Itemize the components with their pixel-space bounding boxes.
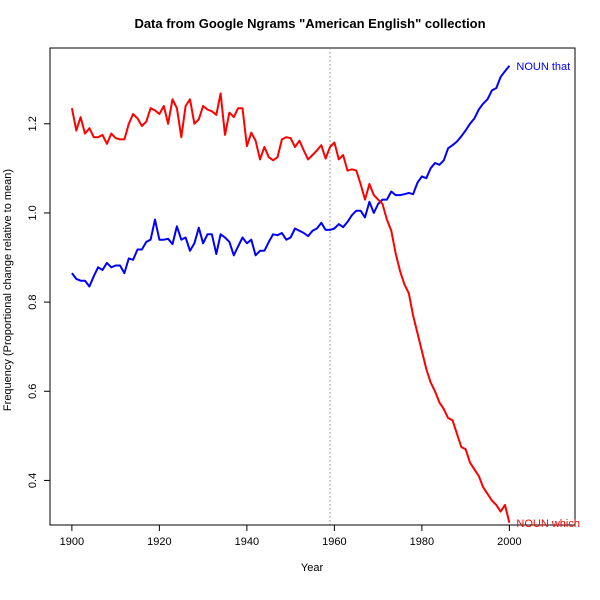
plot-frame (49, 47, 576, 526)
series-layer: NOUN that NOUN which (70, 61, 580, 530)
series-line-noun-which (70, 92, 511, 524)
x-axis-label: Year (301, 562, 324, 574)
x-tick-label: 1960 (322, 536, 346, 548)
x-tick-label: 1920 (147, 536, 171, 548)
y-tick-label: 0.6 (27, 384, 39, 399)
y-tick-label: 1.2 (27, 116, 39, 131)
y-tick-label: 1.0 (27, 205, 39, 220)
x-tick-label: 1940 (235, 536, 259, 548)
y-axis-label: Frequency (Proportional change relative … (2, 169, 14, 411)
x-tick-label: 2000 (497, 536, 521, 548)
series-line-noun-that (71, 65, 511, 288)
y-tick-label: 0.8 (27, 294, 39, 309)
series-label: NOUN that (516, 61, 570, 73)
x-axis: 1900 1920 1940 1960 1980 2000 (60, 524, 522, 548)
chart-title: Data from Google Ngrams "American Englis… (134, 16, 485, 31)
x-tick-label: 1980 (410, 536, 434, 548)
series-label: NOUN which (516, 518, 580, 530)
x-tick-label: 1900 (60, 536, 84, 548)
y-tick-label: 0.4 (27, 473, 39, 488)
y-axis: 0.4 0.6 0.8 1.0 1.2 (27, 116, 51, 488)
